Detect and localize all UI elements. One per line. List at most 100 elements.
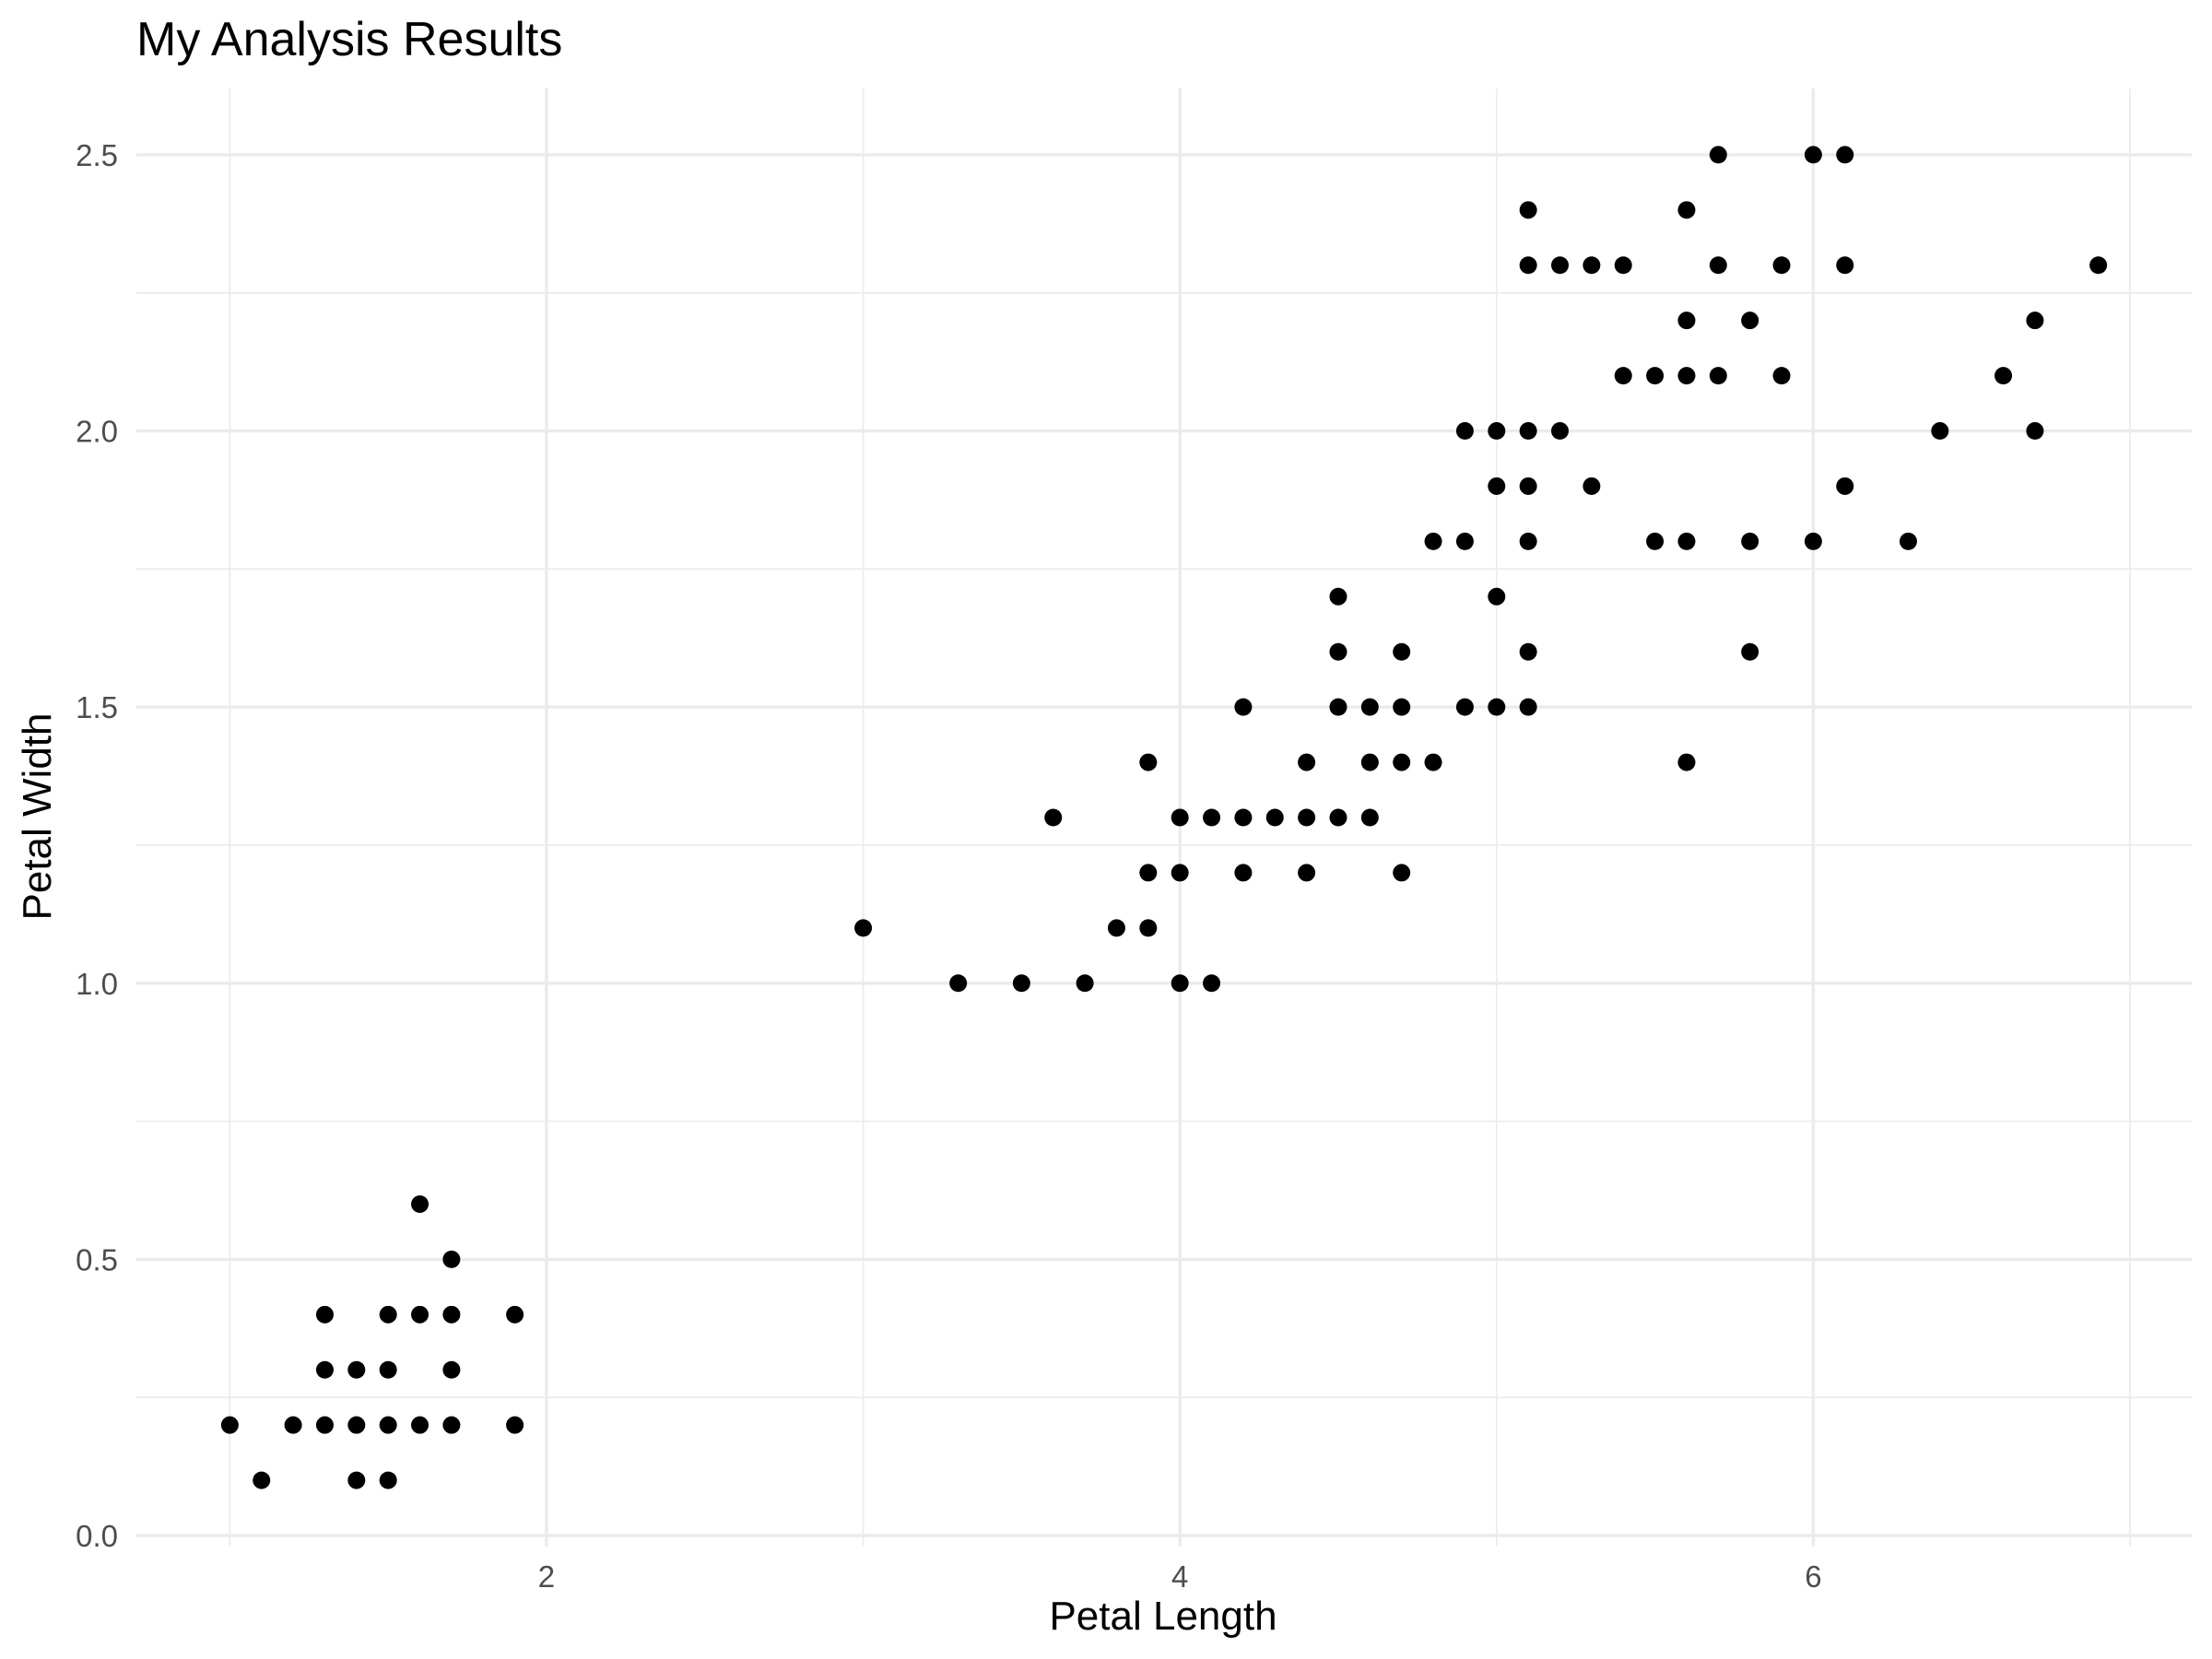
data-point	[1203, 974, 1221, 993]
data-point	[1646, 532, 1665, 550]
data-point	[1677, 312, 1696, 330]
data-point	[315, 1360, 334, 1379]
data-point	[347, 1360, 366, 1379]
data-point	[1012, 974, 1030, 993]
y-tick-label: 0.5	[76, 1242, 118, 1277]
data-point	[1234, 698, 1253, 716]
data-point	[2026, 312, 2044, 330]
data-point	[1393, 642, 1411, 661]
data-point	[411, 1194, 429, 1213]
data-point	[1741, 642, 1759, 661]
data-point	[1519, 256, 1537, 275]
data-point	[347, 1471, 366, 1489]
data-point	[442, 1305, 461, 1324]
data-point	[1139, 753, 1158, 771]
data-point	[949, 974, 968, 993]
x-axis-title: Petal Length	[1049, 1594, 1277, 1639]
data-point	[1329, 808, 1347, 827]
data-point	[315, 1305, 334, 1324]
data-point	[411, 1416, 429, 1434]
data-point	[1677, 753, 1696, 771]
data-point	[1519, 201, 1537, 219]
data-point	[1139, 919, 1158, 937]
data-point	[1298, 753, 1316, 771]
data-point	[442, 1250, 461, 1268]
data-point	[1393, 753, 1411, 771]
data-point	[1741, 532, 1759, 550]
data-point	[1265, 808, 1284, 827]
data-point	[1583, 477, 1601, 495]
data-point	[1393, 698, 1411, 716]
data-point	[1614, 367, 1632, 385]
data-point	[1329, 698, 1347, 716]
data-point	[1677, 532, 1696, 550]
data-point	[1836, 256, 1854, 275]
data-point	[1836, 146, 1854, 164]
data-point	[1772, 367, 1791, 385]
y-tick-label: 1.5	[76, 690, 118, 724]
data-point	[1899, 532, 1917, 550]
y-tick-label: 1.0	[76, 967, 118, 1001]
data-point	[1107, 919, 1125, 937]
y-axis-tick-labels: 0.0 0.5 1.0 1.5 2.0 2.5	[76, 138, 118, 1553]
data-point	[442, 1416, 461, 1434]
data-point	[1139, 864, 1158, 882]
data-point	[1393, 864, 1411, 882]
data-point	[1455, 532, 1474, 550]
data-point	[411, 1305, 429, 1324]
y-tick-label: 2.5	[76, 138, 118, 172]
data-point	[1994, 367, 2013, 385]
data-point	[315, 1416, 334, 1434]
data-point	[1772, 256, 1791, 275]
data-point	[1741, 312, 1759, 330]
x-tick-label: 6	[1805, 1559, 1821, 1594]
data-point	[1298, 808, 1316, 827]
x-tick-label: 2	[538, 1559, 555, 1594]
data-point	[1298, 864, 1316, 882]
data-point	[1519, 477, 1537, 495]
data-point	[1171, 808, 1189, 827]
x-axis-tick-labels: 2 4 6	[538, 1559, 1822, 1594]
data-point	[1551, 256, 1570, 275]
data-point	[1931, 422, 1949, 441]
data-point	[1203, 808, 1221, 827]
data-point	[220, 1416, 239, 1434]
data-point	[2026, 422, 2044, 441]
data-point	[1171, 974, 1189, 993]
data-point	[1836, 477, 1854, 495]
data-point	[1488, 422, 1506, 441]
data-point	[1583, 256, 1601, 275]
y-tick-label: 2.0	[76, 415, 118, 449]
data-point	[854, 919, 873, 937]
y-axis-title: Petal Width	[15, 713, 60, 921]
data-point	[1044, 808, 1063, 827]
data-point	[347, 1416, 366, 1434]
data-point	[1709, 367, 1727, 385]
data-point	[379, 1471, 397, 1489]
data-point	[1709, 146, 1727, 164]
data-points	[220, 146, 2108, 1489]
data-point	[1519, 532, 1537, 550]
data-point	[1519, 698, 1537, 716]
data-point	[284, 1416, 302, 1434]
data-point	[506, 1416, 524, 1434]
data-point	[1804, 532, 1822, 550]
data-point	[1424, 532, 1442, 550]
data-point	[1677, 201, 1696, 219]
data-point	[379, 1305, 397, 1324]
x-tick-label: 4	[1171, 1559, 1188, 1594]
data-point	[1551, 422, 1570, 441]
data-point	[1360, 753, 1379, 771]
minor-gridlines	[136, 88, 2192, 1547]
major-gridlines	[136, 88, 2192, 1547]
data-point	[506, 1305, 524, 1324]
data-point	[1329, 587, 1347, 606]
data-point	[1234, 864, 1253, 882]
data-point	[2089, 256, 2108, 275]
data-point	[1488, 698, 1506, 716]
data-point	[1329, 642, 1347, 661]
data-point	[1455, 422, 1474, 441]
chart-title: My Analysis Results	[136, 13, 562, 66]
